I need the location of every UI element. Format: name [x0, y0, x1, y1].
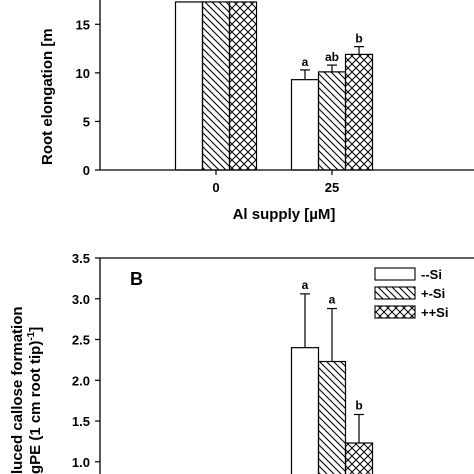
panel-a-x-ticks: 0 25 [212, 170, 339, 195]
panel-a-y-ticks: 0 5 10 15 [76, 17, 100, 178]
panel-b-y-tick-label: 2.0 [72, 373, 90, 388]
panel-a-bar-hatch-0 [201, 1, 231, 171]
panel-a-x-tick-label: 0 [212, 180, 219, 195]
panel-b-bar-open [290, 347, 320, 474]
panel-b-y-axis-label-superscript: -1 [26, 331, 37, 340]
panel-a-y-axis-label: Root elongation [m [39, 28, 56, 165]
panel-a-y-tick-label: 15 [76, 17, 90, 32]
panel-b-bar-crosshatch [344, 442, 374, 474]
panel-a-bar-open-0 [174, 1, 204, 171]
panel-a-y-tick-label: 5 [83, 114, 90, 129]
panel-b-legend-swatch-crosshatch [374, 305, 416, 319]
panel-b-legend: --Si +-Si ++Si [374, 267, 448, 320]
panel-b-legend-label: ++Si [421, 305, 448, 320]
panel-a-y-tick-label: 0 [83, 163, 90, 178]
panel-b: a a b 1.0 1.5 2.0 2.5 3.0 3.5 B luced callose f… [9, 251, 474, 474]
panel-b-y-ticks: 1.0 1.5 2.0 2.5 3.0 3.5 [72, 251, 100, 470]
panel-b-legend-label: --Si [421, 267, 442, 282]
panel-b-significance-letter: a [302, 278, 309, 292]
panel-b-significance-letter: a [329, 293, 336, 307]
panel-a-bar-crosshatch-0 [228, 1, 258, 171]
panel-a-significance-letter: b [355, 32, 362, 46]
panel-b-legend-label: +-Si [421, 286, 445, 301]
panel-b-y-axis-label-close: ] [27, 327, 44, 332]
panel-a-x-axis-label: Al supply [µM] [233, 206, 336, 223]
panel-b-y-tick-label: 2.5 [72, 333, 90, 348]
panel-a-bar-hatch-1 [317, 71, 347, 171]
panel-a-bars: a ab b [99, 0, 474, 171]
panel-a-y-tick-label: 10 [76, 66, 90, 81]
panel-b-y-tick-label: 3.0 [72, 292, 90, 307]
panel-a-bar-open-1 [290, 79, 320, 171]
panel-b-bar-hatch [317, 360, 347, 474]
panel-b-y-axis-label-line2-main: gPE (1 cm root tip) [27, 341, 44, 474]
panel-b-y-axis-label-line1: luced callose formation [9, 306, 26, 474]
panel-a: a ab b 0 5 10 15 0 25 Root elongation [m Al su… [39, 0, 474, 223]
panel-b-legend-swatch-hatch [374, 286, 416, 300]
panel-b-significance-letter: b [355, 398, 362, 412]
panel-a-x-tick-label: 25 [325, 180, 339, 195]
panel-b-letter: B [130, 269, 143, 289]
panel-b-bars: a a b [99, 257, 474, 474]
panel-b-y-tick-label: 1.0 [72, 455, 90, 470]
panel-b-y-tick-label: 1.5 [72, 414, 90, 429]
panel-a-bar-crosshatch-1 [344, 53, 374, 171]
panel-b-y-axis-label-line2: gPE (1 cm root tip)-1] [26, 327, 44, 474]
panel-b-legend-swatch-open [374, 267, 416, 281]
panel-a-significance-letter: a [302, 55, 309, 69]
panel-b-y-tick-label: 3.5 [72, 251, 90, 266]
panel-a-significance-letter: ab [325, 50, 339, 64]
